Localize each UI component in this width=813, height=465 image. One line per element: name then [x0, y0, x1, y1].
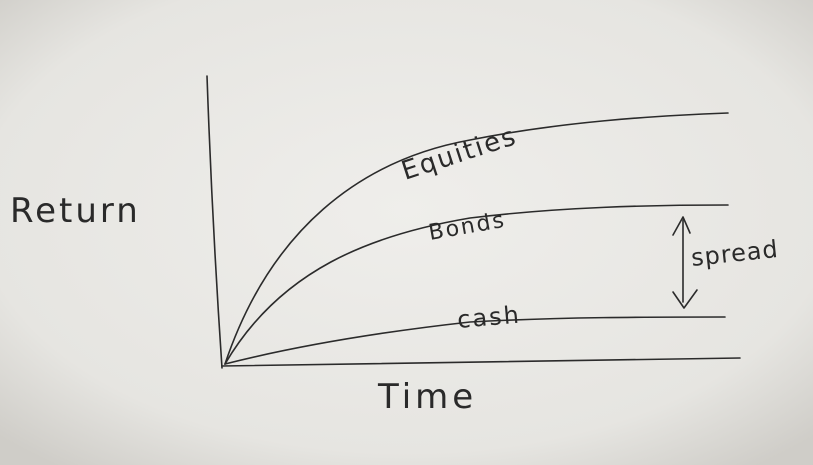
cash-curve: [224, 316, 726, 365]
bonds-curve: [224, 204, 729, 365]
spread-arrow-head-bottom: [672, 289, 698, 309]
curve-label: cash: [456, 301, 522, 334]
y-axis-label: Return: [10, 191, 141, 231]
y-axis: [206, 75, 223, 369]
equities-curve: [224, 112, 729, 365]
x-axis-label: Time: [377, 377, 477, 417]
spread-arrow-head-top: [672, 216, 691, 236]
x-axis: [221, 357, 741, 367]
